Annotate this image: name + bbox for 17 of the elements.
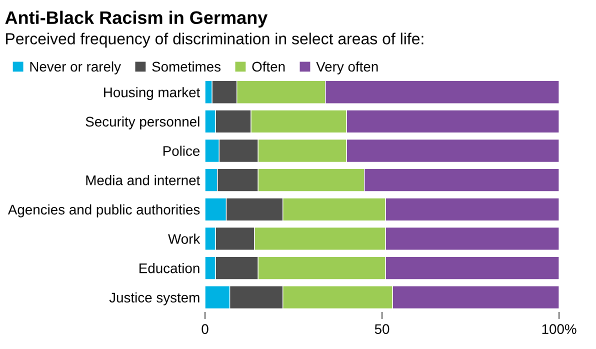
legend-label: Often bbox=[252, 61, 285, 72]
y-tick-label: Police bbox=[163, 146, 200, 156]
x-tick-label: 50 bbox=[374, 324, 390, 334]
y-tick-label: Agencies and public authorities bbox=[8, 204, 200, 218]
legend-label: Never or rarely bbox=[30, 61, 121, 74]
y-tick-label: Media and internet bbox=[86, 175, 200, 186]
chart-title: Anti-Black Racism in Germany bbox=[5, 10, 268, 28]
legend-label: Sometimes bbox=[152, 61, 221, 72]
chart-subtitle: Perceived frequency of discrimination in select areas of life: bbox=[6, 32, 424, 48]
y-tick-label: Justice system bbox=[109, 292, 200, 306]
legend-label: Very often bbox=[316, 61, 378, 74]
y-tick-label: Security personnel bbox=[86, 116, 200, 130]
x-tick-label: 100% bbox=[542, 324, 576, 334]
y-tick-label: Housing market bbox=[104, 87, 200, 100]
y-tick-label: Education bbox=[140, 263, 200, 274]
x-tick-label: 0 bbox=[202, 324, 208, 334]
y-tick-label: Work bbox=[168, 234, 200, 244]
